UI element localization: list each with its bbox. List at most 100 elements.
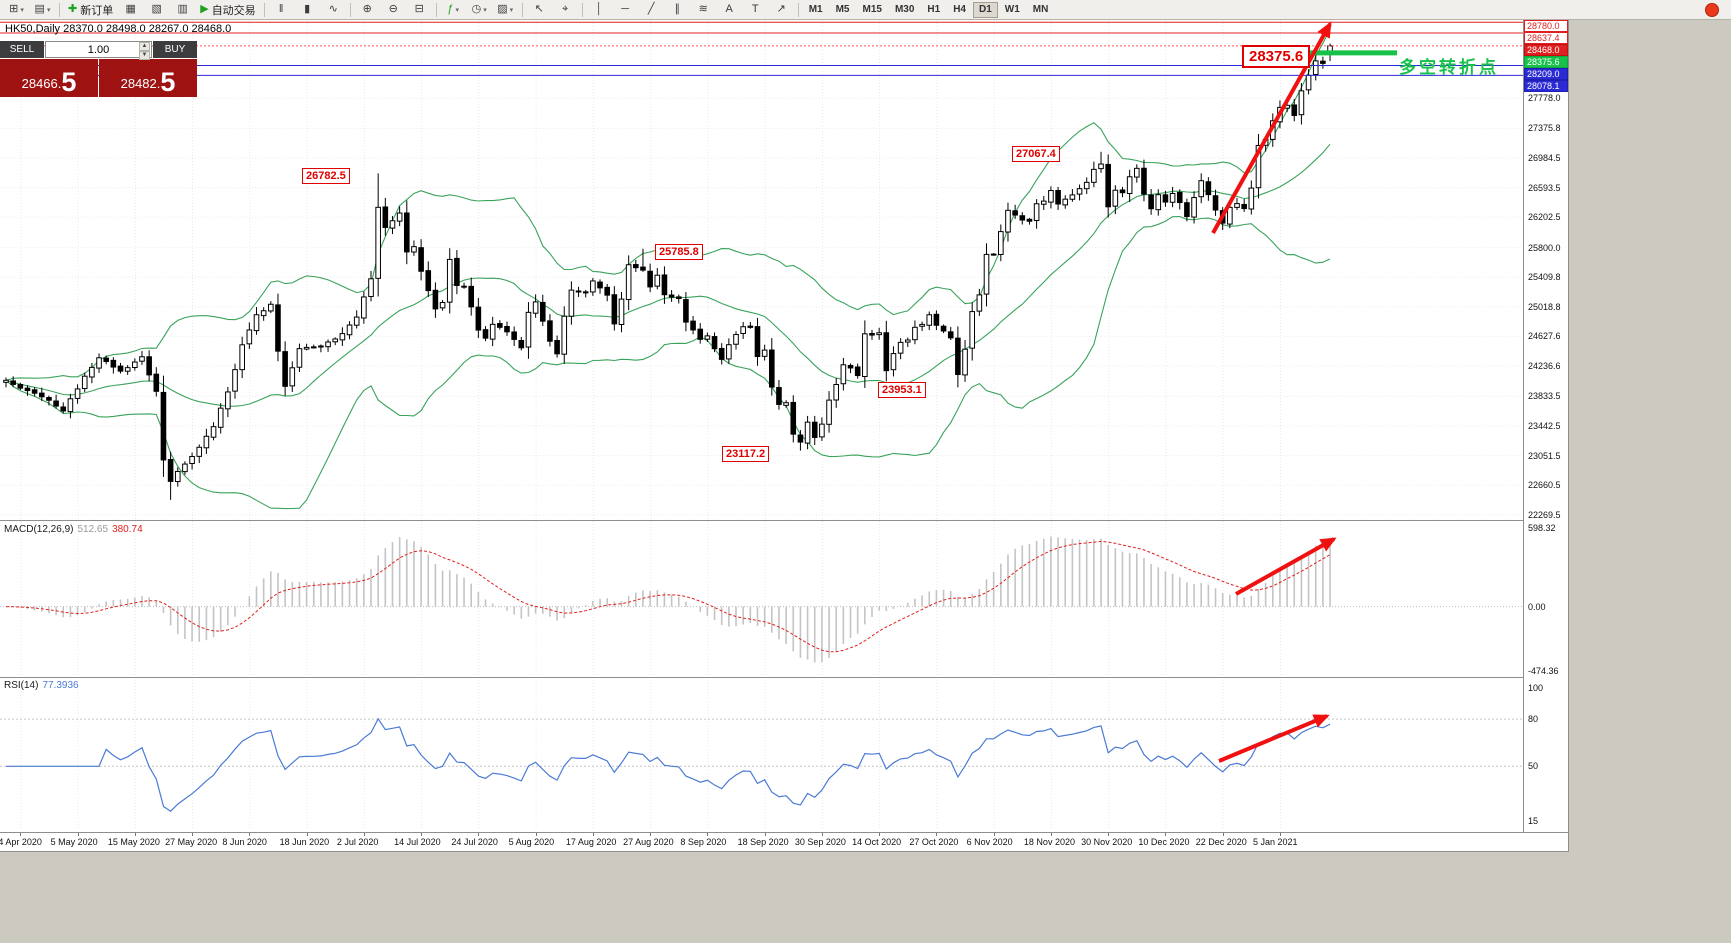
- candle-down: [661, 274, 668, 296]
- text-icon-glyph: A: [725, 3, 733, 15]
- navigator-icon[interactable]: ▧: [144, 0, 169, 19]
- candle-up: [253, 314, 260, 332]
- candle-down: [17, 384, 24, 389]
- zoom-out-icon[interactable]: ⊖: [381, 0, 406, 19]
- templates-icon-glyph: ▨: [497, 3, 508, 15]
- new-chart-icon[interactable]: ⊞ ▾: [4, 0, 29, 19]
- dropdown-caret-icon[interactable]: ▾: [483, 6, 487, 14]
- channel-icon[interactable]: ∥: [665, 0, 690, 19]
- candlestick-chart-icon[interactable]: ▮: [295, 0, 320, 19]
- trendline-icon[interactable]: ╱: [639, 0, 664, 19]
- candle-down: [468, 285, 475, 308]
- timeframe-m15[interactable]: M15: [862, 3, 882, 15]
- date-axis-tick: [707, 833, 709, 836]
- date-axis-label: 27 May 2020: [165, 837, 218, 847]
- volume-down-icon[interactable]: ▼: [139, 51, 150, 60]
- new-order-button[interactable]: ✚ 新订单: [64, 0, 117, 19]
- candle-up: [1134, 167, 1140, 178]
- date-axis-tick: [1222, 833, 1224, 836]
- trendline-icon-glyph: ╱: [647, 3, 655, 15]
- fibonacci-icon[interactable]: ≋: [691, 0, 716, 19]
- toolbar-separator: [797, 2, 799, 17]
- volume-up-icon[interactable]: ▲: [139, 42, 150, 51]
- crosshair-icon[interactable]: ⌖: [553, 0, 578, 19]
- periods-icon[interactable]: ◷ ▾: [467, 0, 492, 19]
- price-axis[interactable]: 27778.0 27375.8 26984.5 26593.5 26202.5 25800…: [1523, 20, 1568, 832]
- templates-icon[interactable]: ▨ ▾: [493, 0, 518, 19]
- trend-arrow: [1211, 21, 1332, 234]
- date-axis[interactable]: 24 Apr 2020 5 May 2020 15 May 2020 27 May 2…: [0, 832, 1568, 851]
- zoom-in-icon[interactable]: ⊕: [355, 0, 380, 19]
- sell-price-button[interactable]: 28466. 5: [0, 59, 98, 97]
- candle-up: [618, 298, 625, 325]
- arrows-icon[interactable]: ↗: [769, 0, 794, 19]
- timeframe-m30[interactable]: M30: [894, 3, 915, 15]
- date-axis-label: 24 Apr 2020: [0, 837, 42, 847]
- candle-down: [1184, 202, 1190, 218]
- candle-down: [575, 290, 582, 293]
- date-axis-label: 14 Jul 2020: [394, 837, 441, 847]
- cursor-icon[interactable]: ↖: [527, 0, 552, 19]
- candle-down: [790, 401, 797, 435]
- dropdown-caret-icon[interactable]: ▾: [20, 6, 24, 14]
- candle-down: [403, 212, 410, 253]
- candle-up: [246, 329, 253, 345]
- candle-down: [776, 387, 782, 405]
- market-watch-icon[interactable]: ▦: [118, 0, 143, 19]
- buy-price-button[interactable]: 28482. 5: [99, 59, 197, 97]
- timeframe-h4[interactable]: H4: [953, 3, 966, 15]
- dropdown-caret-icon[interactable]: ▾: [455, 6, 459, 14]
- notification-icon[interactable]: [1705, 2, 1719, 17]
- timeframe-w1[interactable]: W1: [1004, 3, 1020, 15]
- dropdown-caret-icon[interactable]: ▾: [509, 6, 514, 14]
- horizontal-line-icon[interactable]: ─: [613, 0, 638, 19]
- timeframe-m5[interactable]: M5: [835, 3, 850, 15]
- tile-windows-icon-glyph: ⊟: [414, 3, 424, 15]
- timeframe-h1[interactable]: H1: [927, 3, 941, 15]
- bar-chart-icon[interactable]: ‖: [269, 0, 294, 19]
- candle-down: [53, 400, 59, 407]
- candle-down: [539, 301, 546, 322]
- rsi-axis-tick: 80: [1528, 714, 1539, 725]
- text-icon[interactable]: A: [717, 0, 742, 19]
- volume-input[interactable]: 1.00 ▲ ▼: [45, 41, 152, 60]
- candle-up: [582, 291, 589, 294]
- date-axis-tick: [936, 833, 938, 836]
- terminal-icon[interactable]: ▥: [170, 0, 195, 19]
- date-axis-label: 6 Nov 2020: [966, 837, 1013, 847]
- dropdown-caret-icon[interactable]: ▾: [46, 6, 51, 14]
- candle-up: [862, 333, 868, 378]
- text-label-icon[interactable]: T: [743, 0, 768, 19]
- candle-down: [497, 323, 503, 328]
- timeframe-m1[interactable]: M1: [808, 3, 823, 15]
- candle-up: [81, 375, 88, 390]
- candle-down: [1148, 194, 1154, 210]
- timeframe-d1[interactable]: D1: [973, 1, 998, 18]
- date-axis-tick: [592, 833, 594, 836]
- price-axis-tick: 22660.5: [1528, 480, 1561, 491]
- candle-up: [919, 323, 925, 327]
- indicators-icon[interactable]: ƒ ▾: [441, 0, 466, 19]
- timeframe-mn[interactable]: MN: [1032, 3, 1049, 15]
- date-axis-label: 22 Dec 2020: [1195, 837, 1247, 847]
- candle-down: [31, 389, 38, 394]
- line-chart-icon[interactable]: ∿: [321, 0, 346, 19]
- candle-up: [1112, 189, 1119, 207]
- date-axis-tick: [421, 833, 423, 836]
- date-axis-tick: [306, 833, 308, 836]
- candle-down: [382, 206, 389, 228]
- profiles-icon[interactable]: ▤ ▾: [30, 0, 55, 19]
- autotrading-button[interactable]: ▶ 自动交易: [196, 0, 259, 19]
- candle-down: [418, 247, 424, 272]
- candlestick-chart-icon-glyph: ▮: [304, 3, 311, 15]
- zoom-out-icon-glyph: ⊖: [388, 3, 398, 15]
- candle-down: [1105, 163, 1111, 208]
- candle-up: [840, 364, 847, 385]
- vertical-line-icon[interactable]: │: [587, 0, 612, 19]
- date-axis-tick: [1050, 833, 1052, 836]
- chart-window-hk50-daily[interactable]: HK50,Daily 28370.0 28498.0 28267.0 28468…: [0, 20, 1569, 852]
- chart-plot-area[interactable]: [0, 20, 1523, 832]
- buy-button[interactable]: BUY: [153, 41, 197, 58]
- tile-windows-icon[interactable]: ⊟: [407, 0, 432, 19]
- sell-button[interactable]: SELL: [0, 41, 44, 58]
